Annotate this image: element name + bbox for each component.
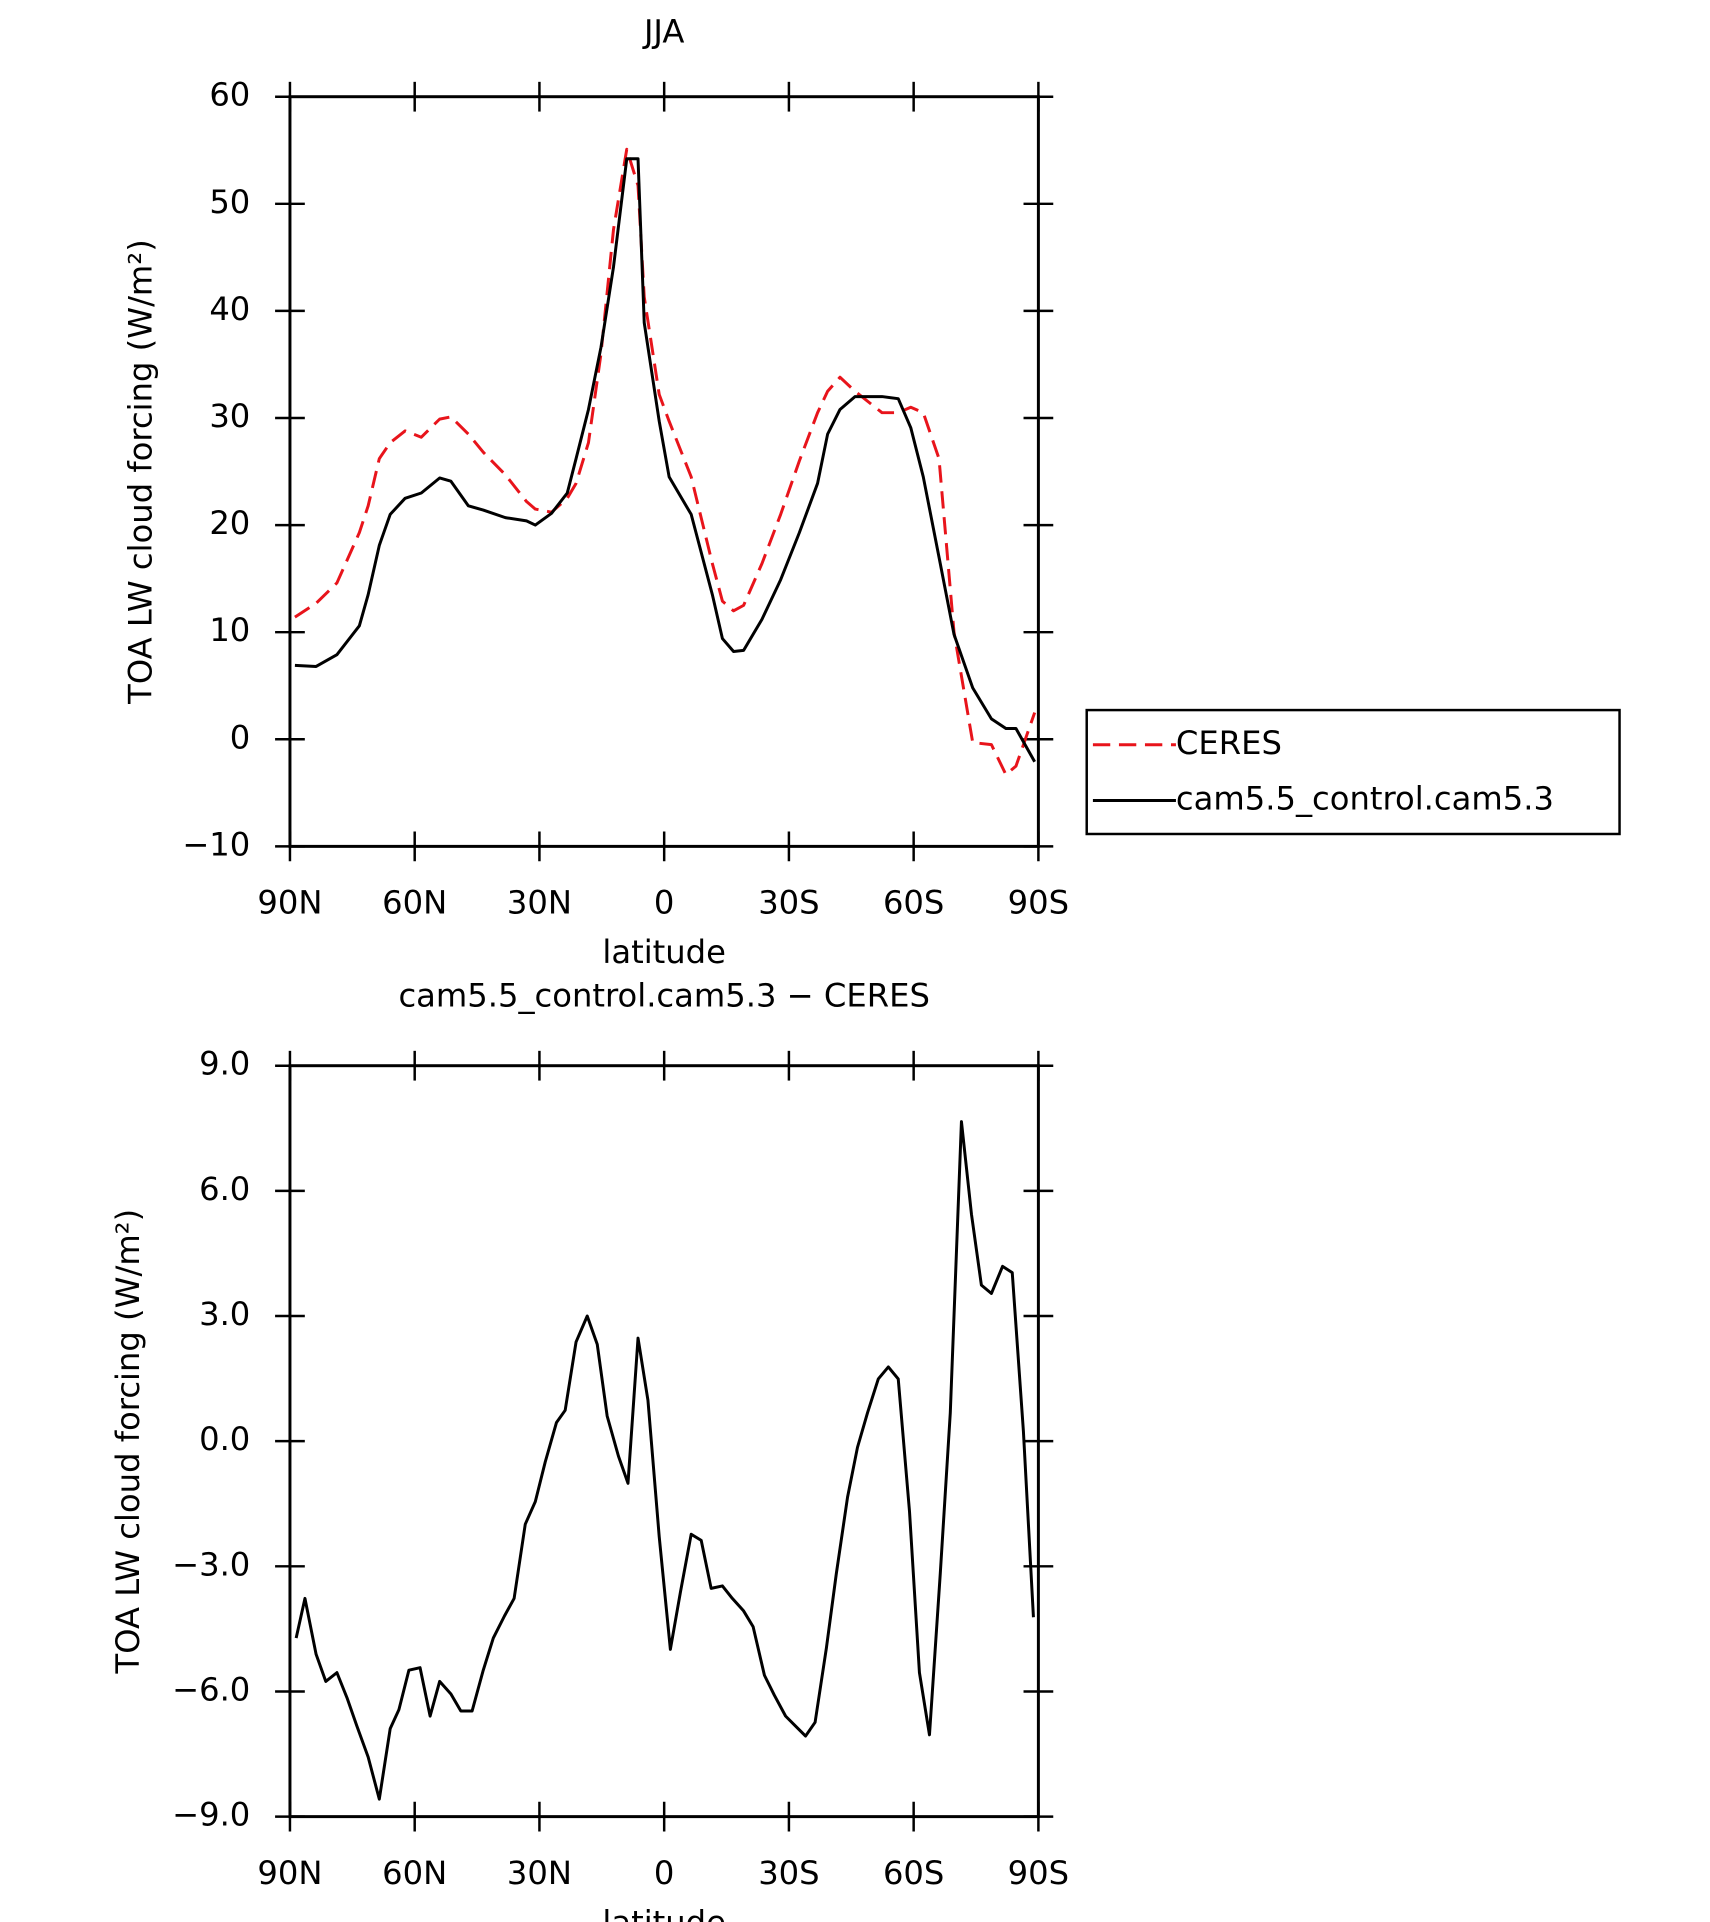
x-axis-label: latitude bbox=[602, 1903, 726, 1922]
y-tick-label: −3.0 bbox=[172, 1545, 250, 1583]
x-tick-label: 60S bbox=[883, 1854, 944, 1892]
chart-title: JJA bbox=[642, 13, 684, 51]
data-line bbox=[294, 1120, 1035, 1801]
y-tick-label: 60 bbox=[209, 76, 250, 114]
x-tick-label: 60N bbox=[382, 1854, 447, 1892]
x-axis-label: latitude bbox=[602, 933, 726, 971]
x-tick-label: 90S bbox=[1008, 884, 1069, 922]
x-tick-label: 30S bbox=[758, 884, 819, 922]
y-tick-label: −6.0 bbox=[172, 1670, 250, 1708]
chart-title: cam5.5_control.cam5.3 − CERES bbox=[398, 977, 929, 1015]
y-tick-label: 0.0 bbox=[199, 1420, 250, 1458]
legend-box bbox=[1085, 708, 1621, 836]
legend-label: CERES bbox=[1176, 724, 1282, 762]
x-tick-label: 60S bbox=[883, 884, 944, 922]
y-axis-label: TOA LW cloud forcing (W/m²) bbox=[109, 1209, 147, 1675]
x-tick-label: 30N bbox=[507, 1854, 572, 1892]
y-tick-label: 40 bbox=[209, 290, 250, 328]
y-tick-label: 3.0 bbox=[199, 1295, 250, 1333]
y-tick-label: 10 bbox=[209, 611, 250, 649]
y-tick-label: 9.0 bbox=[199, 1045, 250, 1083]
y-tick-label: 30 bbox=[209, 397, 250, 435]
x-tick-label: 90N bbox=[257, 884, 322, 922]
x-tick-label: 0 bbox=[654, 1854, 675, 1892]
y-tick-label: 0 bbox=[230, 718, 251, 756]
y-tick-label: 50 bbox=[209, 183, 250, 221]
legend-label: cam5.5_control.cam5.3 bbox=[1176, 780, 1554, 818]
y-tick-label: 20 bbox=[209, 504, 250, 542]
y-axis-label: TOA LW cloud forcing (W/m²) bbox=[121, 239, 159, 705]
x-tick-label: 30S bbox=[758, 1854, 819, 1892]
x-tick-label: 60N bbox=[382, 884, 447, 922]
x-tick-label: 90N bbox=[257, 1854, 322, 1892]
plot-frame bbox=[288, 1064, 1040, 1819]
y-tick-label: −10 bbox=[182, 825, 250, 863]
data-line bbox=[294, 147, 1037, 777]
x-tick-label: 30N bbox=[507, 884, 572, 922]
x-tick-label: 90S bbox=[1008, 1854, 1069, 1892]
plot-frame bbox=[288, 95, 1040, 848]
y-tick-label: 6.0 bbox=[199, 1170, 250, 1208]
x-tick-label: 0 bbox=[654, 884, 675, 922]
data-line bbox=[294, 157, 1036, 763]
y-tick-label: −9.0 bbox=[172, 1796, 250, 1834]
